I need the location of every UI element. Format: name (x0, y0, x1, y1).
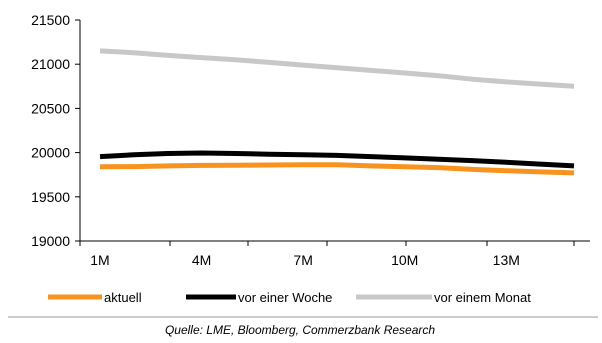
legend: aktuell vor einer Woche vor einem Monat (48, 290, 531, 305)
series-line-0 (99, 162, 575, 176)
legend-label-2: vor einem Monat (434, 290, 531, 305)
y-tick-label: 21500 (31, 12, 70, 28)
series-line-2 (99, 48, 575, 89)
x-tick-label: 10M (391, 252, 418, 268)
series-lines (99, 48, 575, 176)
y-tick-label: 20500 (31, 100, 70, 116)
source-note: Quelle: LME, Bloomberg, Commerzbank Rese… (165, 323, 435, 337)
y-tick-label: 19000 (31, 233, 70, 249)
series-line-1 (99, 150, 575, 169)
x-tick-label: 1M (90, 252, 109, 268)
x-tick-label: 7M (293, 252, 312, 268)
x-tick-label: 13M (493, 252, 520, 268)
x-axis: 1M 4M 7M 10M 13M (79, 240, 590, 268)
legend-label-1: vor einer Woche (238, 290, 332, 305)
y-axis: 19000 19500 20000 20500 21000 21500 (31, 12, 81, 249)
y-tick-label: 19500 (31, 189, 70, 205)
legend-label-0: aktuell (104, 290, 142, 305)
y-tick-label: 20000 (31, 145, 70, 161)
x-tick-label: 4M (192, 252, 211, 268)
y-tick-label: 21000 (31, 56, 70, 72)
